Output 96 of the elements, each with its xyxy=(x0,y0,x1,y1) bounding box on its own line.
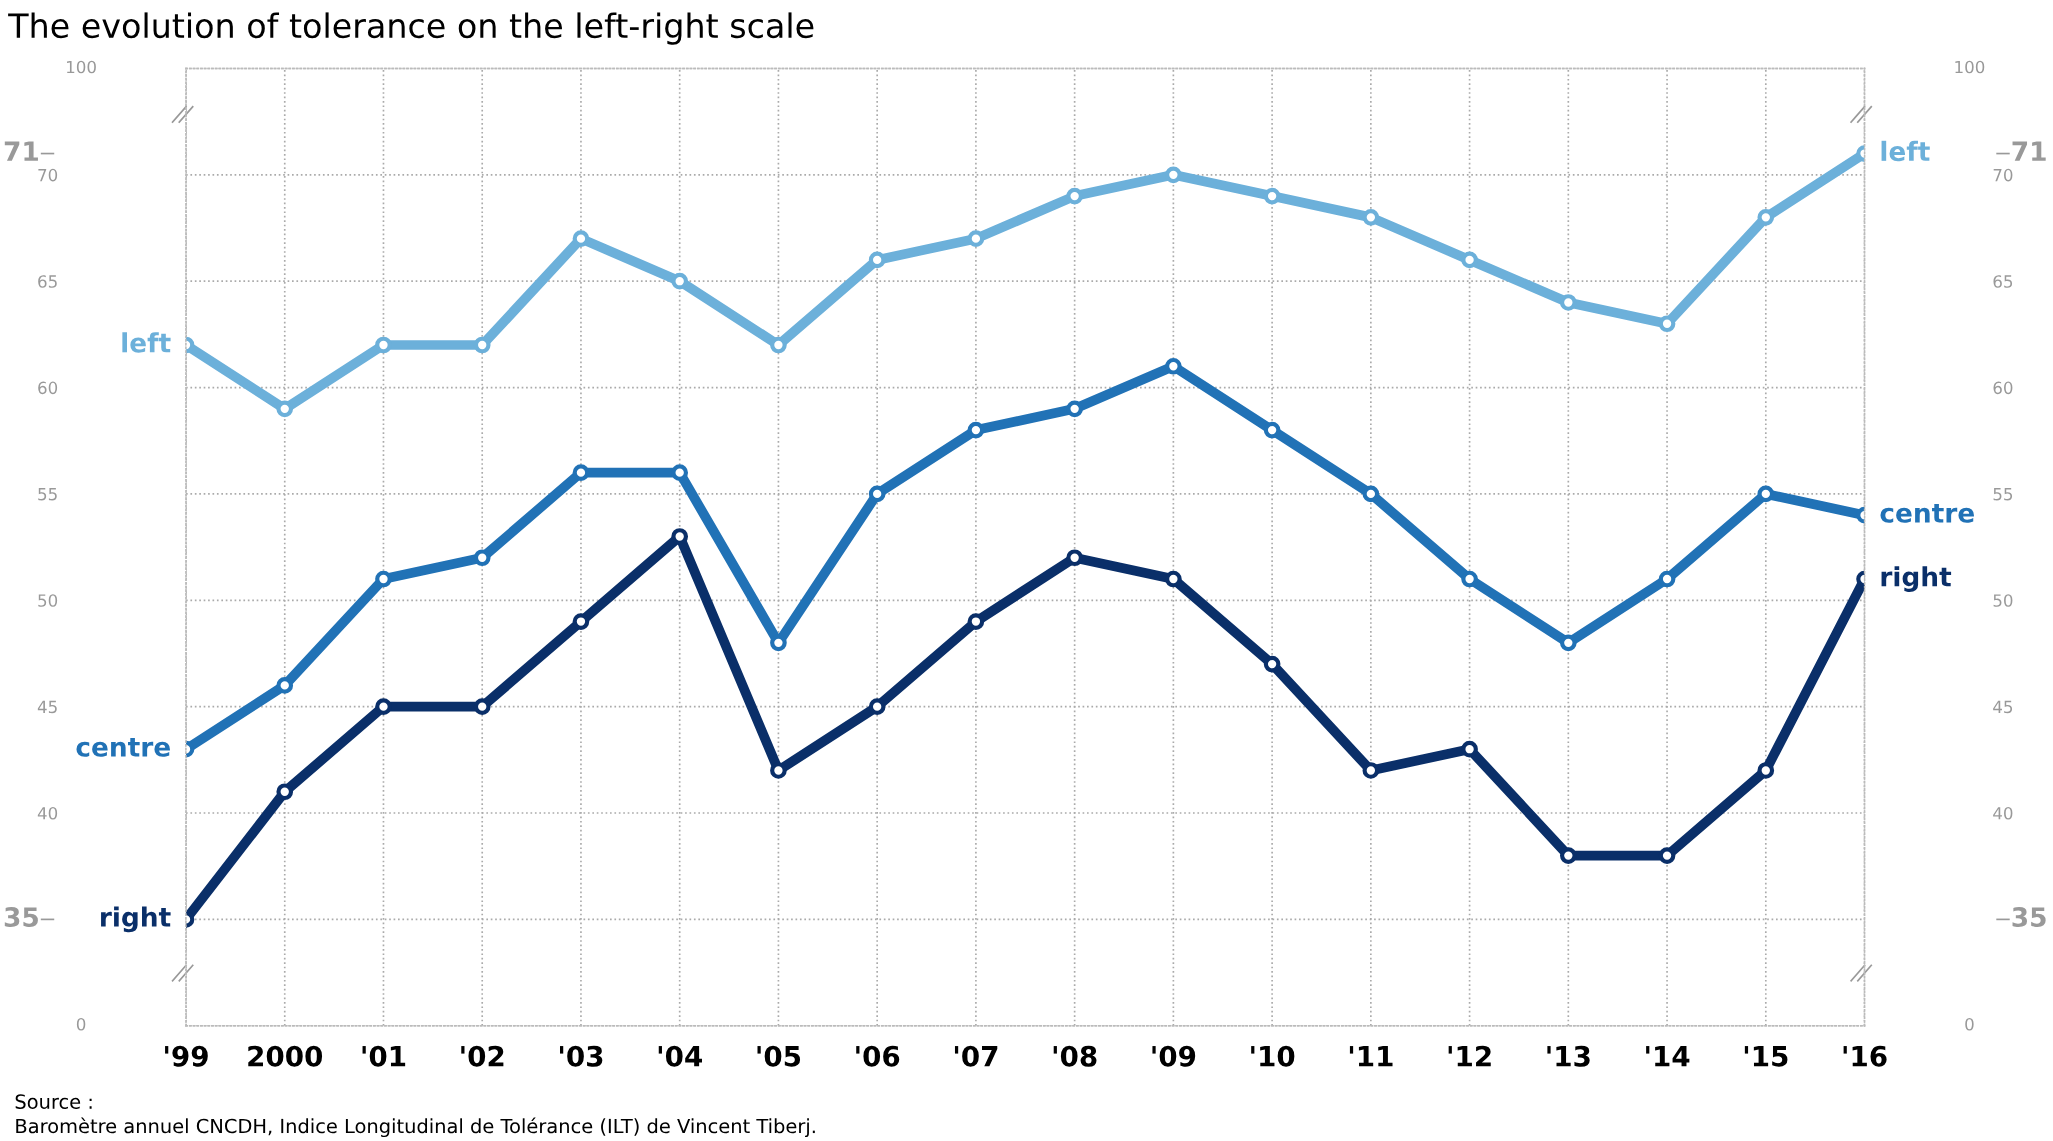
point xyxy=(1066,400,1083,418)
point xyxy=(375,336,392,354)
point xyxy=(1263,421,1281,439)
y2-tick-label: 45 xyxy=(1993,700,2013,714)
x-tick-label: 2000 xyxy=(248,1045,323,1067)
point xyxy=(1263,187,1281,205)
text: centre xyxy=(76,737,170,757)
point xyxy=(375,570,392,588)
text: right xyxy=(1881,566,1952,592)
point xyxy=(671,272,689,290)
x-tick-label: '12 xyxy=(1448,1045,1491,1067)
x-tick-label: '11 xyxy=(1349,1046,1393,1067)
point xyxy=(1757,209,1775,226)
point xyxy=(1658,570,1676,588)
x-tick-label: '10 xyxy=(1251,1045,1295,1067)
x-tick-label: '13 xyxy=(1547,1045,1590,1067)
x-tick-label: '09 xyxy=(1152,1045,1196,1067)
text: 35 xyxy=(2012,907,2046,928)
y2-tick-label: 50 xyxy=(1993,594,2013,607)
point xyxy=(1559,634,1577,652)
point xyxy=(473,549,491,567)
y-tick-label: 55 xyxy=(38,488,57,501)
point xyxy=(1559,847,1577,864)
text: 100 xyxy=(1955,60,1985,74)
point xyxy=(1362,209,1380,226)
point xyxy=(770,762,787,779)
point xyxy=(1757,485,1775,503)
x-tick-label: '02 xyxy=(461,1045,504,1067)
point xyxy=(868,251,886,269)
text: 100 xyxy=(67,60,96,74)
text: 71 xyxy=(2012,141,2046,161)
point xyxy=(1658,315,1676,333)
x-tick-label: '01 xyxy=(362,1045,406,1067)
point xyxy=(1658,847,1676,864)
point xyxy=(1066,187,1083,205)
series-label: right xyxy=(101,906,171,933)
x-tick-label: '07 xyxy=(954,1045,998,1067)
y2-tick-label: 65 xyxy=(1993,275,2013,288)
y2-tick-label: 60 xyxy=(1993,381,2013,395)
point xyxy=(671,528,689,545)
y-tick-label: 70 xyxy=(38,168,58,182)
x-tick-label: '99 xyxy=(165,1045,208,1067)
x-tick-label: '14 xyxy=(1646,1046,1690,1067)
text: 0 xyxy=(1965,1017,1974,1031)
point xyxy=(1461,570,1478,588)
point xyxy=(276,400,294,418)
x-tick-label: '06 xyxy=(856,1045,900,1067)
point xyxy=(770,336,787,354)
text: Baromètre annuel CNCDH, Indice Longitudinal de Tolérance (ILT) de Vincent Tiberj. xyxy=(16,1117,815,1138)
text: 71 xyxy=(4,141,38,161)
chart-title: The evolution of tolerance on the left-right scale xyxy=(8,12,814,45)
point xyxy=(276,677,294,694)
source-note: Source : xyxy=(15,1094,92,1109)
point xyxy=(473,336,491,354)
point xyxy=(967,421,985,439)
point xyxy=(967,230,985,247)
point xyxy=(1461,740,1478,758)
point xyxy=(671,464,689,481)
y-tick-label: 45 xyxy=(37,700,57,714)
point xyxy=(868,698,886,715)
point xyxy=(1066,549,1083,567)
x-tick-label: '03 xyxy=(560,1045,603,1067)
y2-tick-label: 55 xyxy=(1993,488,2013,501)
series-label: left xyxy=(122,332,171,353)
point xyxy=(1362,762,1380,779)
text: left xyxy=(1881,140,1930,162)
text: 35 xyxy=(4,907,38,928)
x-tick-label: '05 xyxy=(757,1045,801,1067)
text: 0 xyxy=(76,1017,86,1031)
point xyxy=(1165,357,1182,375)
x-tick-label: '08 xyxy=(1053,1045,1097,1067)
y-tick-label: 65 xyxy=(38,275,57,288)
y-tick-label: 60 xyxy=(38,381,58,395)
point xyxy=(1559,294,1577,311)
point xyxy=(1757,762,1775,779)
point xyxy=(1263,655,1281,673)
point xyxy=(1461,251,1478,269)
y2-tick-label: 70 xyxy=(1993,168,2013,182)
point xyxy=(572,230,590,247)
point xyxy=(473,698,491,715)
x-tick-label: '15 xyxy=(1744,1046,1788,1067)
point xyxy=(572,613,590,630)
y2-tick-label: 40 xyxy=(1993,806,2013,820)
point xyxy=(572,464,590,481)
point xyxy=(868,485,886,503)
series-label: centre xyxy=(1880,503,1974,523)
y-tick-label: 50 xyxy=(38,594,58,607)
point xyxy=(1165,570,1182,588)
point xyxy=(967,613,985,630)
x-tick-label: '04 xyxy=(658,1045,702,1067)
point xyxy=(1165,166,1182,184)
point xyxy=(276,783,294,801)
x-tick-label: '16 xyxy=(1843,1045,1887,1067)
point xyxy=(375,698,392,715)
point xyxy=(1362,485,1380,503)
y-tick-label: 40 xyxy=(37,806,58,820)
